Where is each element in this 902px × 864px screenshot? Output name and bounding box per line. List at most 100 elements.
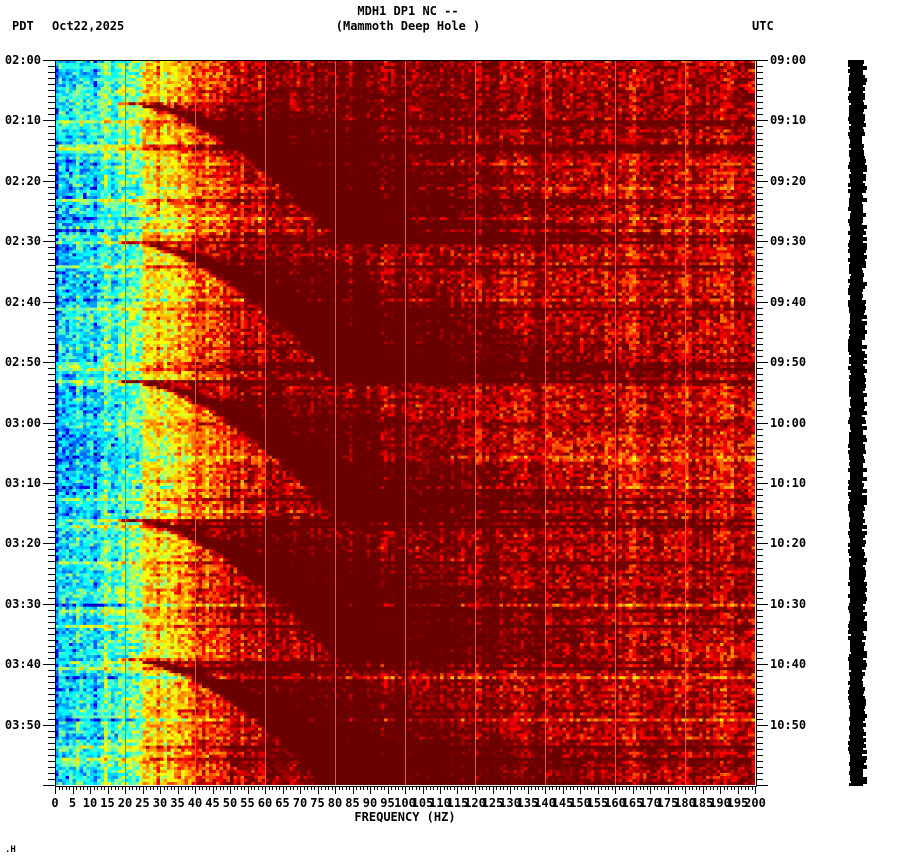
x-tick-minor [269, 786, 270, 790]
y-tick-minor-right [756, 126, 763, 127]
y-tick-minor-right [756, 525, 763, 526]
y-tick-label-right: 09:50 [770, 355, 807, 370]
y-tick-minor-left [48, 531, 55, 532]
x-tick-minor [657, 786, 658, 790]
x-tick-minor [290, 786, 291, 790]
station-title-line1-text: MDH1 DP1 NC -- [357, 4, 459, 18]
y-tick-minor-right [756, 320, 763, 321]
x-tick-label: 80 [327, 796, 343, 810]
x-tick-minor [479, 786, 480, 790]
x-tick-minor [647, 786, 648, 790]
x-tick-major [73, 786, 74, 794]
x-tick-major [528, 786, 529, 794]
x-tick-minor [692, 786, 693, 790]
y-tick-minor-right [756, 217, 763, 218]
y-tick-minor-left [48, 344, 55, 345]
y-tick-label-left: 03:50 [4, 717, 41, 732]
x-tick-minor [360, 786, 361, 790]
x-tick-minor [587, 786, 588, 790]
x-tick-minor [69, 786, 70, 790]
x-tick-major [668, 786, 669, 794]
x-tick-major [440, 786, 441, 794]
x-tick-label: 65 [275, 796, 290, 810]
x-tick-minor [367, 786, 368, 790]
x-tick-minor [356, 786, 357, 790]
x-tick-minor [171, 786, 172, 790]
x-tick-minor [97, 786, 98, 790]
x-tick-label: 95 [380, 796, 395, 810]
x-tick-minor [167, 786, 168, 790]
y-tick-minor-right [756, 471, 763, 472]
x-tick-minor [304, 786, 305, 790]
x-tick-minor [601, 786, 602, 790]
x-tick-minor [447, 786, 448, 790]
x-tick-minor [297, 786, 298, 790]
y-tick-minor-left [48, 465, 55, 466]
x-tick-minor [507, 786, 508, 790]
x-tick-label: 25 [135, 796, 150, 810]
y-tick-minor-left [48, 271, 55, 272]
y-tick-minor-left [48, 453, 55, 454]
x-tick-minor [573, 786, 574, 790]
y-tick-minor-right [756, 489, 763, 490]
y-tick-minor-left [48, 139, 55, 140]
x-tick-major [493, 786, 494, 794]
y-tick-minor-left [48, 501, 55, 502]
y-tick-minor-right [756, 326, 763, 327]
x-tick-minor [678, 786, 679, 790]
y-tick-major-right [756, 241, 768, 242]
x-tick-minor [591, 786, 592, 790]
y-tick-minor-left [48, 66, 55, 67]
x-tick-minor [185, 786, 186, 790]
y-tick-minor-left [48, 519, 55, 520]
x-tick-minor [384, 786, 385, 790]
y-tick-minor-left [48, 350, 55, 351]
y-tick-minor-left [48, 761, 55, 762]
x-tick-minor [566, 786, 567, 790]
y-tick-minor-right [756, 507, 763, 508]
y-tick-major-right [756, 543, 768, 544]
y-tick-minor-right [756, 193, 763, 194]
x-tick-label: 180 [674, 796, 696, 810]
x-tick-minor [220, 786, 221, 790]
x-tick-minor [556, 786, 557, 790]
y-tick-minor-right [756, 157, 763, 158]
x-tick-minor [472, 786, 473, 790]
y-tick-major-left [43, 604, 55, 605]
y-tick-minor-left [48, 368, 55, 369]
x-tick-minor [636, 786, 637, 790]
y-tick-label-right: 10:40 [770, 657, 807, 672]
x-tick-minor [671, 786, 672, 790]
x-tick-minor [76, 786, 77, 790]
y-tick-minor-right [756, 694, 763, 695]
y-tick-minor-left [48, 555, 55, 556]
y-tick-label-left: 03:10 [4, 475, 41, 490]
y-tick-minor-left [48, 622, 55, 623]
y-tick-minor-right [756, 465, 763, 466]
y-tick-minor-right [756, 404, 763, 405]
y-tick-minor-right [756, 713, 763, 714]
x-tick-minor [136, 786, 137, 790]
x-tick-minor [181, 786, 182, 790]
x-tick-minor [276, 786, 277, 790]
x-tick-major [108, 786, 109, 794]
x-tick-minor [395, 786, 396, 790]
x-tick-major [248, 786, 249, 794]
x-tick-major [353, 786, 354, 794]
y-tick-minor-left [48, 290, 55, 291]
y-tick-minor-left [48, 749, 55, 750]
x-tick-label: 0 [51, 796, 59, 810]
x-tick-minor [629, 786, 630, 790]
y-tick-minor-left [48, 525, 55, 526]
x-tick-minor [605, 786, 606, 790]
y-tick-minor-right [756, 90, 763, 91]
y-tick-minor-right [756, 278, 763, 279]
y-tick-minor-right [756, 513, 763, 514]
x-tick-minor [206, 786, 207, 790]
y-tick-label-right: 09:40 [770, 294, 807, 309]
x-tick-label: 155 [586, 796, 609, 810]
y-tick-major-left [43, 543, 55, 544]
y-tick-minor-right [756, 586, 763, 587]
x-tick-minor [496, 786, 497, 790]
x-tick-minor [111, 786, 112, 790]
